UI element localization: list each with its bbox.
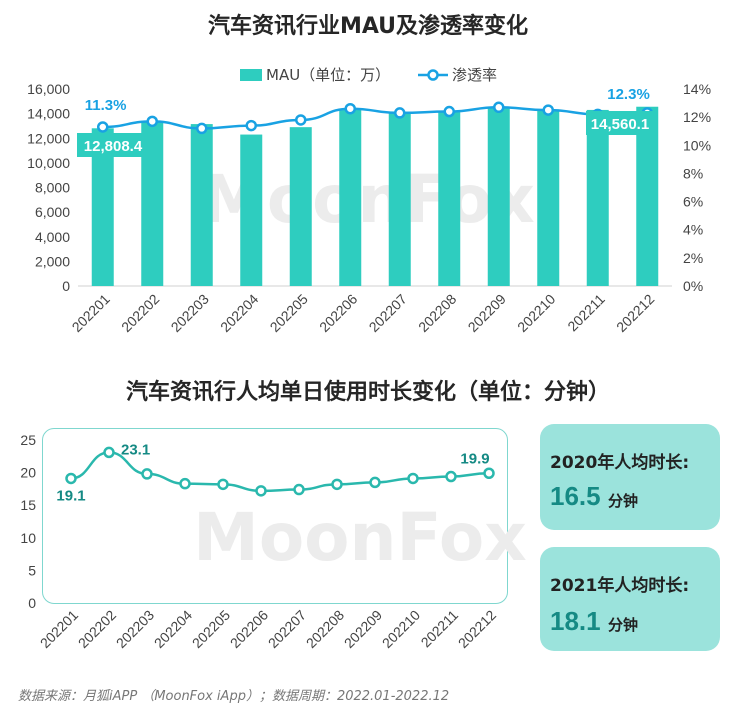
duration-point: [407, 472, 419, 485]
x-tick-label: 202211: [418, 607, 462, 651]
mau-bar: [586, 109, 609, 287]
y-tick: 0: [28, 595, 36, 611]
data-source-footer: 数据来源：月狐iAPP （MoonFox iApp）；数据周期：2022.01-…: [18, 689, 450, 704]
mau-bar: [339, 109, 362, 287]
duration-point: [445, 470, 457, 483]
card-2020-value: 16.5: [550, 481, 601, 511]
y-left-tick: 10,000: [27, 155, 70, 171]
penetration-point: [146, 115, 158, 128]
y-tick: 5: [28, 562, 36, 578]
bar-label-last: 14,560.1: [591, 116, 649, 133]
duration-point: [483, 467, 495, 480]
card-2020-unit: 分钟: [608, 492, 639, 510]
penetration-point: [443, 105, 455, 118]
card-2021-label: 2021年人均时长:: [550, 576, 690, 596]
duration-point: [179, 477, 191, 490]
y-left-tick: 12,000: [27, 130, 70, 146]
chart-2-frame: [42, 428, 508, 604]
y-left-tick: 16,000: [27, 81, 70, 97]
rate-label-last: 12.3%: [607, 86, 650, 103]
mau-bar: [487, 106, 510, 287]
mau-bar: [289, 127, 312, 286]
mau-bar: [141, 121, 164, 286]
legend: MAU（单位：万） 渗透率: [240, 66, 497, 84]
mau-bar: [438, 110, 461, 286]
y-right-tick: 6%: [683, 194, 703, 210]
x-tick-label: 202207: [265, 607, 309, 651]
y-left-tick: 2,000: [35, 253, 70, 269]
mau-bar: [91, 128, 114, 286]
y-left-tick: 6,000: [35, 204, 70, 220]
mau-bar: [388, 111, 411, 286]
chart-2-title: 汽车资讯行人均单日使用时长变化（单位：分钟）: [125, 380, 610, 405]
duration-point: [217, 478, 229, 491]
duration-point: [331, 478, 343, 491]
duration-label-first: 19.1: [56, 487, 85, 504]
penetration-point: [344, 102, 356, 115]
y-left-tick: 14,000: [27, 106, 70, 122]
y-left-tick: 0: [62, 278, 70, 294]
legend-rate-label: 渗透率: [452, 66, 497, 84]
x-tick-label: 202212: [455, 607, 499, 651]
x-tick-label: 202206: [227, 607, 271, 651]
penetration-point: [295, 114, 307, 126]
x-tick-label: 202208: [303, 607, 347, 651]
card-2021-value: 18.1: [550, 606, 601, 636]
legend-mau-label: MAU（单位：万）: [266, 66, 390, 84]
mau-bar: [190, 124, 213, 286]
y-right-tick: 10%: [683, 137, 711, 153]
duration-point: [293, 483, 305, 496]
duration-label-last: 19.9: [460, 450, 489, 467]
y-tick: 25: [20, 432, 36, 448]
chart-1-title: 汽车资讯行业MAU及渗透率变化: [207, 14, 529, 39]
y-left-tick: 8,000: [35, 180, 70, 196]
penetration-point: [196, 122, 208, 135]
penetration-point: [394, 107, 406, 119]
penetration-point: [493, 101, 505, 114]
card-2021: 2021年人均时长: 18.1 分钟: [540, 547, 720, 651]
legend-rate-marker: [427, 69, 439, 81]
y-right-tick: 12%: [683, 109, 711, 125]
duration-point: [369, 476, 381, 489]
penetration-point: [97, 121, 109, 133]
bar-label-last-bg: [586, 111, 654, 135]
y-right-tick: 8%: [683, 165, 703, 181]
x-tick-label: 202209: [341, 607, 385, 651]
card-2021-unit: 分钟: [608, 616, 639, 634]
duration-line-chart: MoonFox051015202520220120220220220320220…: [20, 432, 527, 651]
y-tick: 15: [20, 497, 36, 513]
duration-label-max: 23.1: [121, 441, 150, 458]
x-tick-label: 202203: [113, 607, 157, 651]
y-right-tick: 4%: [683, 222, 703, 238]
card-2020: 2020年人均时长: 16.5 分钟: [540, 424, 720, 530]
y-tick: 10: [20, 530, 36, 546]
y-right-tick: 0%: [683, 278, 703, 294]
duration-point: [65, 472, 77, 485]
legend-mau-swatch: [240, 69, 262, 81]
x-tick-label: 202201: [37, 607, 81, 651]
penetration-point: [245, 119, 257, 132]
penetration-point: [542, 104, 554, 116]
x-tick-label: 202202: [75, 607, 119, 651]
y-tick: 20: [20, 465, 36, 481]
mau-bar: [537, 109, 560, 286]
y-right-tick: 2%: [683, 250, 703, 266]
y-right-tick: 14%: [683, 81, 711, 97]
bar-label-first: 12,808.4: [84, 138, 143, 155]
duration-point: [103, 446, 115, 459]
x-tick-label: 202205: [189, 607, 233, 651]
x-tick-label: 202204: [151, 607, 195, 651]
mau-bar: [240, 134, 263, 286]
rate-label-first: 11.3%: [85, 97, 127, 114]
duration-point: [255, 485, 267, 497]
mau-bar: [636, 106, 659, 287]
card-2020-label: 2020年人均时长:: [550, 453, 690, 473]
watermark-text: MoonFox: [193, 499, 527, 576]
y-left-tick: 4,000: [35, 229, 70, 245]
bar-label-first-bg: [77, 133, 149, 157]
x-tick-label: 202210: [379, 607, 423, 651]
duration-point: [141, 468, 153, 480]
